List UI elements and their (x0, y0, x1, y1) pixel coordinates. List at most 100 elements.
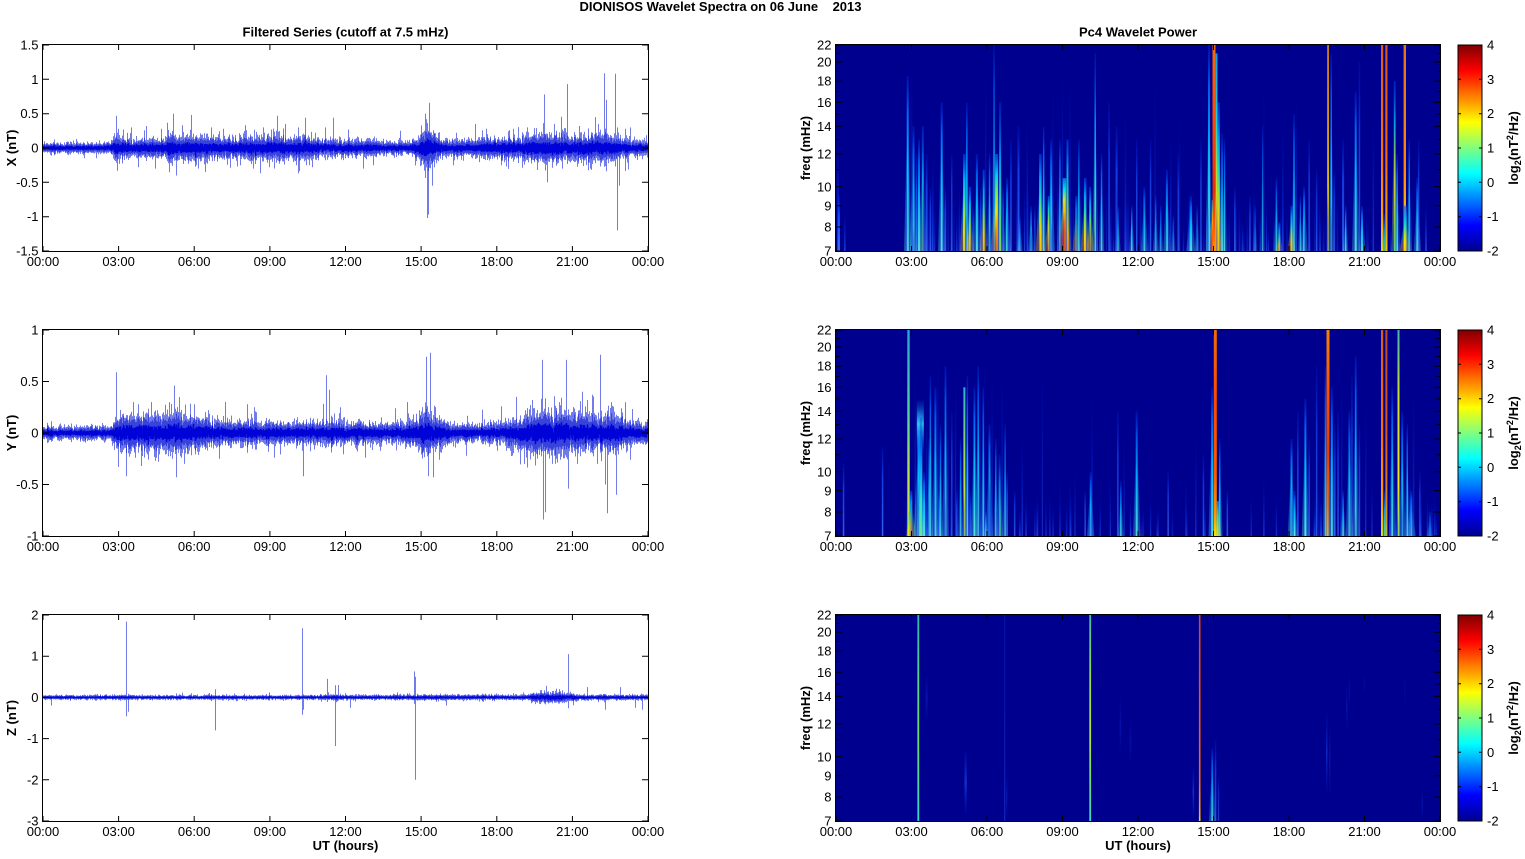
svg-text:9: 9 (824, 483, 831, 498)
svg-text:21:00: 21:00 (1348, 824, 1381, 839)
svg-text:06:00: 06:00 (178, 824, 211, 839)
svg-text:18: 18 (817, 74, 831, 89)
svg-text:00:00: 00:00 (820, 254, 853, 269)
svg-text:14: 14 (817, 404, 831, 419)
svg-text:-2: -2 (1487, 244, 1499, 259)
svg-text:12:00: 12:00 (329, 539, 362, 554)
svg-text:09:00: 09:00 (254, 824, 287, 839)
svg-text:log2(nT2/Hz): log2(nT2/Hz) (1505, 396, 1523, 470)
svg-text:15:00: 15:00 (405, 254, 438, 269)
svg-text:-0.5: -0.5 (16, 175, 38, 190)
svg-text:8: 8 (824, 220, 831, 235)
svg-text:06:00: 06:00 (178, 254, 211, 269)
svg-text:12: 12 (817, 432, 831, 447)
svg-text:12: 12 (817, 717, 831, 732)
svg-text:14: 14 (817, 119, 831, 134)
svg-text:15:00: 15:00 (1197, 539, 1230, 554)
svg-text:00:00: 00:00 (632, 539, 665, 554)
svg-text:10: 10 (817, 179, 831, 194)
svg-text:15:00: 15:00 (405, 824, 438, 839)
svg-text:22: 22 (817, 38, 831, 53)
svg-text:00:00: 00:00 (27, 824, 60, 839)
svg-text:Pc4 Wavelet Power: Pc4 Wavelet Power (1079, 25, 1197, 40)
svg-text:06:00: 06:00 (178, 539, 211, 554)
svg-text:2: 2 (1487, 106, 1494, 121)
svg-text:03:00: 03:00 (102, 824, 135, 839)
svg-text:1: 1 (31, 649, 38, 664)
svg-text:1: 1 (1487, 426, 1494, 441)
svg-text:log2(nT2/Hz): log2(nT2/Hz) (1505, 111, 1523, 185)
svg-text:21:00: 21:00 (1348, 254, 1381, 269)
svg-text:00:00: 00:00 (632, 824, 665, 839)
svg-text:3: 3 (1487, 72, 1494, 87)
svg-text:Z (nT): Z (nT) (4, 700, 19, 736)
svg-text:21:00: 21:00 (556, 539, 589, 554)
svg-text:10: 10 (817, 749, 831, 764)
svg-text:00:00: 00:00 (1424, 824, 1457, 839)
svg-text:4: 4 (1487, 323, 1494, 338)
svg-text:22: 22 (817, 608, 831, 623)
svg-text:03:00: 03:00 (102, 539, 135, 554)
svg-text:15:00: 15:00 (1197, 824, 1230, 839)
svg-text:0: 0 (31, 141, 38, 156)
svg-text:09:00: 09:00 (254, 254, 287, 269)
svg-text:12:00: 12:00 (329, 824, 362, 839)
svg-text:4: 4 (1487, 38, 1494, 53)
svg-text:21:00: 21:00 (556, 824, 589, 839)
svg-text:X (nT): X (nT) (4, 130, 19, 167)
svg-text:09:00: 09:00 (1046, 824, 1079, 839)
svg-text:2: 2 (31, 608, 38, 623)
svg-text:06:00: 06:00 (971, 824, 1004, 839)
svg-text:00:00: 00:00 (1424, 254, 1457, 269)
svg-text:-2: -2 (27, 772, 39, 787)
svg-text:00:00: 00:00 (820, 539, 853, 554)
svg-text:-0.5: -0.5 (16, 477, 38, 492)
svg-text:18:00: 18:00 (481, 254, 514, 269)
svg-text:7: 7 (824, 244, 831, 259)
svg-text:2: 2 (1487, 391, 1494, 406)
svg-text:22: 22 (817, 323, 831, 338)
svg-text:09:00: 09:00 (254, 539, 287, 554)
svg-text:21:00: 21:00 (556, 254, 589, 269)
svg-text:-1: -1 (1487, 494, 1499, 509)
svg-text:UT (hours): UT (hours) (313, 838, 379, 853)
svg-text:9: 9 (824, 198, 831, 213)
svg-text:1: 1 (1487, 141, 1494, 156)
svg-text:12:00: 12:00 (1122, 254, 1155, 269)
svg-text:00:00: 00:00 (820, 824, 853, 839)
svg-text:log2(nT2/Hz): log2(nT2/Hz) (1505, 681, 1523, 755)
svg-text:06:00: 06:00 (971, 539, 1004, 554)
svg-text:-1: -1 (1487, 209, 1499, 224)
svg-text:8: 8 (824, 790, 831, 805)
svg-text:1: 1 (31, 72, 38, 87)
svg-text:-3: -3 (27, 814, 39, 829)
svg-text:1.5: 1.5 (20, 38, 38, 53)
svg-text:10: 10 (817, 464, 831, 479)
svg-text:-1: -1 (27, 731, 39, 746)
svg-text:freq (mHz): freq (mHz) (798, 686, 813, 750)
svg-text:-1.5: -1.5 (16, 244, 38, 259)
svg-text:20: 20 (817, 625, 831, 640)
svg-text:3: 3 (1487, 642, 1494, 657)
svg-text:00:00: 00:00 (27, 254, 60, 269)
svg-text:18:00: 18:00 (1273, 254, 1306, 269)
svg-text:-1: -1 (27, 209, 39, 224)
svg-text:14: 14 (817, 689, 831, 704)
svg-text:12:00: 12:00 (1122, 539, 1155, 554)
svg-text:3: 3 (1487, 357, 1494, 372)
svg-text:06:00: 06:00 (971, 254, 1004, 269)
svg-text:00:00: 00:00 (632, 254, 665, 269)
svg-text:1: 1 (31, 323, 38, 338)
svg-text:03:00: 03:00 (102, 254, 135, 269)
svg-text:12:00: 12:00 (1122, 824, 1155, 839)
svg-text:0: 0 (1487, 175, 1494, 190)
svg-text:09:00: 09:00 (1046, 539, 1079, 554)
svg-text:9: 9 (824, 768, 831, 783)
svg-text:03:00: 03:00 (895, 254, 928, 269)
svg-text:15:00: 15:00 (405, 539, 438, 554)
svg-text:09:00: 09:00 (1046, 254, 1079, 269)
svg-text:Y (nT): Y (nT) (4, 415, 19, 452)
svg-text:7: 7 (824, 529, 831, 544)
svg-text:-1: -1 (1487, 779, 1499, 794)
svg-text:2: 2 (1487, 676, 1494, 691)
